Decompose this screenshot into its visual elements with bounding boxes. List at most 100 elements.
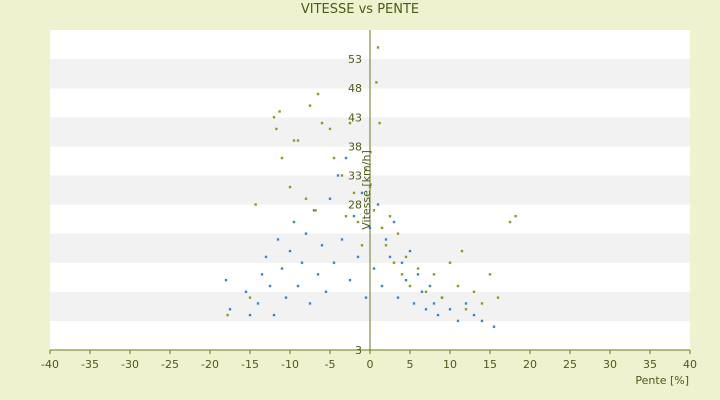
data-point-blue [364, 296, 368, 299]
data-point-olive [480, 302, 484, 305]
data-point-olive [448, 261, 452, 264]
data-point-olive [248, 296, 252, 299]
data-point-olive [488, 273, 492, 276]
data-point-olive [308, 104, 312, 107]
data-point-blue [288, 249, 292, 253]
data-point-olive [344, 214, 348, 218]
data-point-blue [292, 220, 296, 224]
x-tick-label: 10 [443, 358, 457, 371]
data-point-blue [340, 238, 344, 241]
data-point-olive [356, 220, 360, 224]
data-point-olive [280, 156, 284, 160]
data-point-olive [364, 168, 368, 171]
data-point-olive [416, 267, 420, 270]
data-point-blue [344, 156, 348, 160]
tick-labels: -40 -35 -30 -25 -20 -15 -10 -5 0 5 10 15 20 25 30 35 40 3… [41, 53, 697, 371]
x-tick-label: 40 [683, 358, 697, 371]
data-point-blue [260, 273, 264, 276]
y-tick-label: 28 [348, 199, 362, 212]
data-point-blue [304, 232, 308, 235]
x-tick-label: 20 [523, 358, 537, 371]
y-tick-label: 53 [348, 53, 362, 66]
data-point-olive [408, 284, 412, 288]
data-point-blue [296, 284, 300, 288]
data-point-olive [304, 197, 308, 200]
data-point-blue [408, 249, 412, 253]
x-tick-label: -30 [121, 358, 139, 371]
data-point-olive [400, 273, 404, 276]
x-tick-label: 35 [643, 358, 657, 371]
y-axis-title: Vitesse [km/h] [360, 150, 373, 230]
x-tick-label: -15 [241, 358, 259, 371]
data-point-olive [388, 214, 392, 218]
data-point-blue [308, 302, 312, 305]
x-tick-label: -10 [281, 358, 299, 371]
data-point-blue [272, 313, 276, 317]
chart-title: VITESSE vs PENTE [300, 2, 420, 17]
data-point-blue [256, 302, 260, 305]
data-point-blue [472, 313, 476, 317]
data-point-olive [396, 232, 400, 235]
data-point-olive [376, 46, 380, 49]
data-point-blue [320, 244, 324, 247]
data-point-blue [480, 319, 484, 323]
plot-axes [49, 30, 691, 354]
y-tick-label: 43 [348, 111, 362, 124]
data-point-blue [324, 290, 328, 294]
data-point-blue [388, 255, 392, 259]
data-point-olive [288, 185, 292, 189]
data-point-olive [292, 139, 296, 142]
data-point-olive [508, 220, 512, 224]
data-point-olive [296, 139, 300, 142]
x-tick-label: -5 [325, 358, 336, 371]
data-point-blue [416, 273, 420, 276]
x-tick-label: 0 [367, 358, 374, 371]
x-axis-title: Pente [%] [635, 374, 689, 387]
data-point-blue [284, 296, 288, 299]
data-point-blue [380, 284, 384, 288]
data-point-olive [472, 290, 476, 294]
x-tick-label: 25 [563, 358, 577, 371]
data-point-blue [400, 261, 404, 264]
x-tick-label: 15 [483, 358, 497, 371]
data-point-blue [336, 174, 340, 177]
data-point-blue [280, 267, 284, 270]
x-tick-label: 5 [407, 358, 414, 371]
data-point-blue [368, 226, 372, 230]
x-tick-label: -25 [161, 358, 179, 371]
data-point-olive [464, 308, 468, 311]
data-point-olive [254, 203, 257, 206]
data-point-olive [272, 116, 276, 119]
data-point-olive [440, 296, 444, 299]
data-point-olive [424, 290, 428, 294]
data-point-blue [448, 308, 452, 311]
data-point-blue [412, 302, 416, 305]
data-point-blue [312, 209, 316, 212]
data-point-blue [244, 290, 248, 294]
data-point-blue [436, 313, 440, 317]
data-point-blue [224, 278, 228, 282]
data-point-blue [316, 273, 320, 276]
data-point-olive [320, 121, 324, 125]
y-tick-label: 33 [348, 169, 362, 182]
x-tick-label: -35 [81, 358, 99, 371]
data-point-blue [348, 278, 352, 282]
data-point-blue [376, 203, 380, 206]
data-point-olive [404, 255, 408, 259]
data-point-blue [328, 197, 332, 200]
data-point-blue [420, 290, 424, 294]
data-point-blue [360, 191, 364, 195]
data-point-olive [380, 226, 384, 230]
data-point-blue [432, 302, 436, 305]
data-point-olive [384, 244, 388, 247]
data-point-blue [372, 267, 376, 270]
data-point-blue [492, 325, 496, 328]
data-point-olive [348, 121, 352, 125]
y-tick-label: 48 [348, 82, 362, 95]
data-point-blue [464, 302, 468, 305]
y-tick-label: 38 [348, 140, 362, 153]
x-tick-label: -40 [41, 358, 59, 371]
data-point-olive [275, 127, 278, 131]
y-tick-label: 3 [355, 344, 362, 357]
